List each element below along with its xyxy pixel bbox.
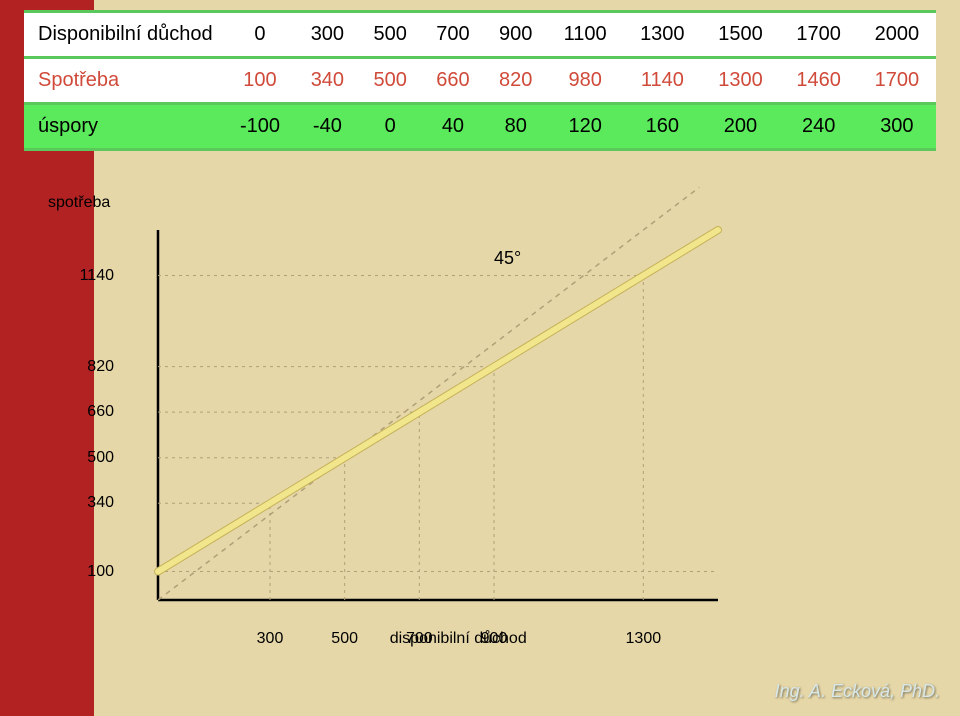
table-row-spotreba: Spotřeba 100 340 500 660 820 980 1140 13… (24, 58, 936, 104)
row-label-spotreba: Spotřeba (24, 58, 224, 104)
hdr-v4: 900 (484, 12, 547, 58)
usp-v8: 240 (780, 104, 858, 150)
table-row-uspory: úspory -100 -40 0 40 80 120 160 200 240 … (24, 104, 936, 150)
usp-v4: 80 (484, 104, 547, 150)
hdr-v7: 1500 (701, 12, 779, 58)
sp-v2: 500 (359, 58, 422, 104)
usp-v9: 300 (858, 104, 936, 150)
sp-v7: 1300 (701, 58, 779, 104)
hdr-v1: 300 (296, 12, 359, 58)
row-label-uspory: úspory (24, 104, 224, 150)
hdr-v9: 2000 (858, 12, 936, 58)
usp-v6: 160 (623, 104, 701, 150)
usp-v2: 0 (359, 104, 422, 150)
table-row-disponibilni: Disponibilní důchod 0 300 500 700 900 11… (24, 12, 936, 58)
sp-v8: 1460 (780, 58, 858, 104)
y-tick-label: 660 (68, 403, 114, 421)
y-tick-label: 340 (68, 494, 114, 512)
sp-v0: 100 (224, 58, 296, 104)
usp-v3: 40 (422, 104, 485, 150)
hdr-v5: 1100 (547, 12, 623, 58)
hdr-v2: 500 (359, 12, 422, 58)
hdr-v6: 1300 (623, 12, 701, 58)
sp-v5: 980 (547, 58, 623, 104)
y-tick-label: 1140 (68, 267, 114, 285)
row-label-disponibilni: Disponibilní důchod (24, 12, 224, 58)
x-tick-label: 1300 (626, 630, 662, 648)
angle-label: 45° (494, 248, 521, 269)
sp-v6: 1140 (623, 58, 701, 104)
y-tick-label: 100 (68, 563, 114, 581)
usp-v0: -100 (224, 104, 296, 150)
y-axis-title: spotřeba (48, 194, 110, 212)
y-tick-label: 820 (68, 358, 114, 376)
x-tick-label: 500 (331, 630, 358, 648)
author-footer: Ing. A. Ecková, PhD. (775, 681, 940, 702)
sp-v3: 660 (422, 58, 485, 104)
consumption-chart: spotřeba 1003405006608201140300500700900… (118, 220, 838, 620)
sp-v4: 820 (484, 58, 547, 104)
hdr-v8: 1700 (780, 12, 858, 58)
sp-v9: 1700 (858, 58, 936, 104)
hdr-v3: 700 (422, 12, 485, 58)
sp-v1: 340 (296, 58, 359, 104)
x-axis-title: disponibilní důchod (390, 630, 527, 648)
usp-v1: -40 (296, 104, 359, 150)
y-tick-label: 500 (68, 449, 114, 467)
usp-v7: 200 (701, 104, 779, 150)
data-table: Disponibilní důchod 0 300 500 700 900 11… (24, 10, 936, 151)
chart-svg (118, 220, 838, 620)
hdr-v0: 0 (224, 12, 296, 58)
x-tick-label: 300 (257, 630, 284, 648)
usp-v5: 120 (547, 104, 623, 150)
